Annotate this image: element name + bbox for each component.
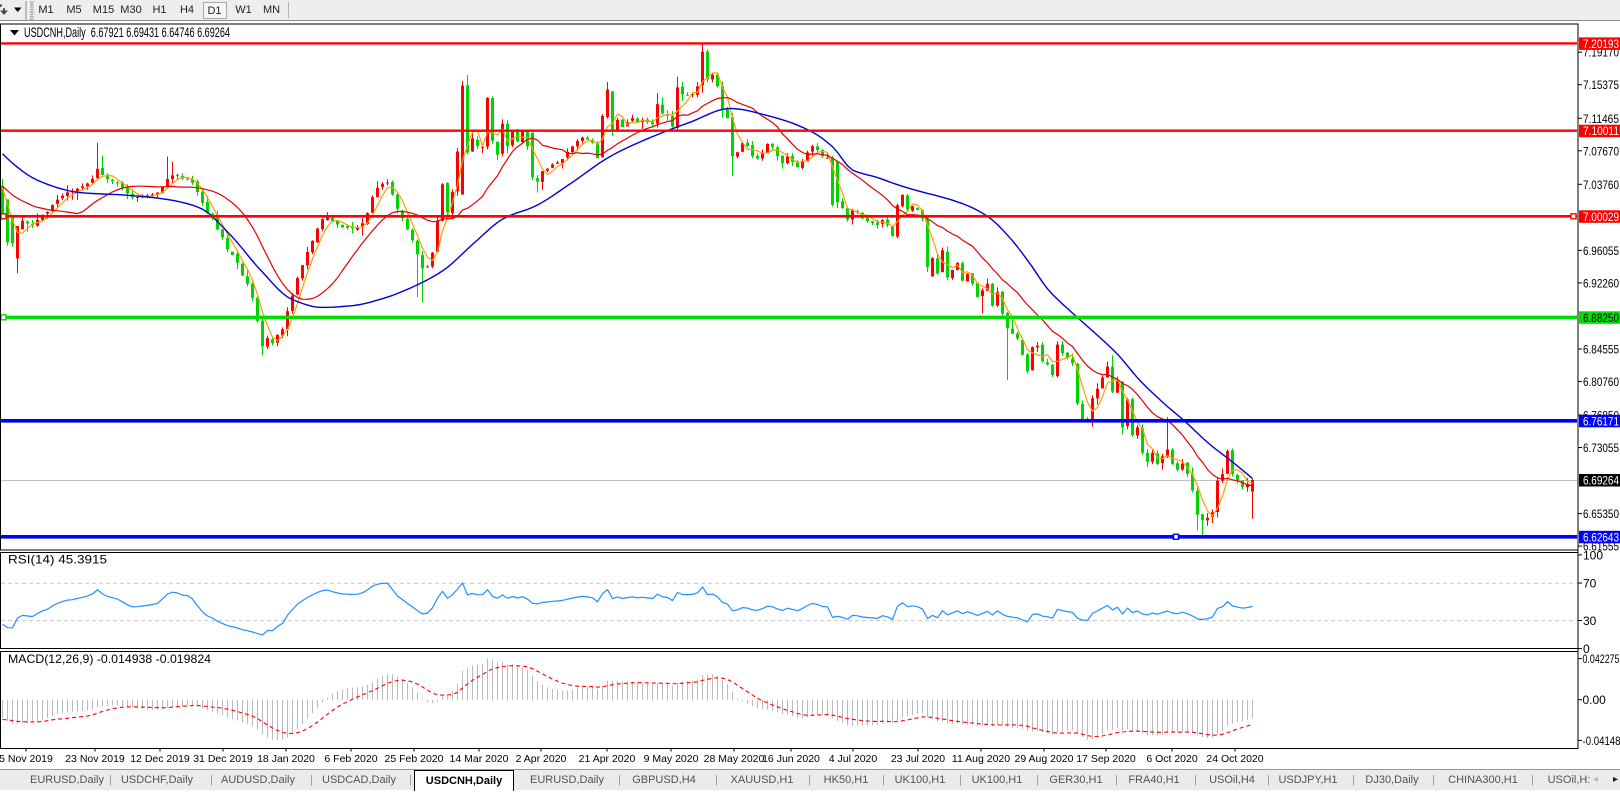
svg-text:0.042275: 0.042275	[1583, 652, 1620, 666]
svg-text:6.84555: 6.84555	[1583, 343, 1619, 357]
svg-text:7.10011: 7.10011	[1583, 124, 1619, 138]
svg-text:7.15375: 7.15375	[1583, 78, 1619, 92]
svg-text:6.96055: 6.96055	[1583, 244, 1619, 258]
svg-text:100: 100	[1583, 548, 1603, 562]
svg-text:RSI(14) 45.3915: RSI(14) 45.3915	[8, 553, 107, 567]
svg-text:7.00029: 7.00029	[1583, 210, 1619, 224]
svg-text:28 May 2020: 28 May 2020	[704, 753, 765, 765]
svg-text:0.00: 0.00	[1583, 693, 1607, 707]
svg-text:6.62643: 6.62643	[1583, 530, 1619, 544]
svg-text:6 Feb 2020: 6 Feb 2020	[324, 753, 377, 765]
svg-text:70: 70	[1583, 577, 1597, 591]
svg-text:30: 30	[1583, 614, 1597, 628]
svg-text:USDCNH,Daily 6.67921 6.69431: USDCNH,Daily 6.67921 6.69431 6.64746 6.6…	[24, 25, 230, 40]
svg-text:7.20193: 7.20193	[1583, 37, 1619, 51]
svg-text:11 Aug 2020: 11 Aug 2020	[952, 753, 1010, 765]
svg-text:7.03760: 7.03760	[1583, 178, 1619, 192]
svg-text:4 Jul 2020: 4 Jul 2020	[829, 753, 878, 765]
svg-text:6.88250: 6.88250	[1583, 311, 1619, 325]
svg-text:2 Apr 2020: 2 Apr 2020	[516, 753, 567, 765]
svg-text:18 Jan 2020: 18 Jan 2020	[257, 753, 315, 765]
svg-text:31 Dec 2019: 31 Dec 2019	[193, 753, 253, 765]
svg-text:6.80760: 6.80760	[1583, 375, 1619, 389]
svg-text:14 Mar 2020: 14 Mar 2020	[450, 753, 509, 765]
svg-text:16 Jun 2020: 16 Jun 2020	[762, 753, 820, 765]
svg-text:6.92260: 6.92260	[1583, 276, 1619, 290]
svg-text:6 Oct 2020: 6 Oct 2020	[1146, 753, 1198, 765]
svg-text:5 Nov 2019: 5 Nov 2019	[0, 753, 53, 765]
svg-text:21 Apr 2020: 21 Apr 2020	[579, 753, 636, 765]
svg-text:6.76171: 6.76171	[1583, 414, 1619, 428]
svg-text:6.73055: 6.73055	[1583, 441, 1619, 455]
svg-text:7.07670: 7.07670	[1583, 144, 1619, 158]
svg-text:-0.04148: -0.04148	[1583, 734, 1620, 748]
svg-text:17 Sep 2020: 17 Sep 2020	[1076, 753, 1136, 765]
svg-text:6.69264: 6.69264	[1583, 474, 1619, 488]
svg-text:6.65350: 6.65350	[1583, 507, 1619, 521]
svg-text:25 Feb 2020: 25 Feb 2020	[385, 753, 444, 765]
svg-text:29 Aug 2020: 29 Aug 2020	[1015, 753, 1074, 765]
svg-text:24 Oct 2020: 24 Oct 2020	[1206, 753, 1263, 765]
svg-text:23 Jul 2020: 23 Jul 2020	[891, 753, 945, 765]
svg-text:12 Dec 2019: 12 Dec 2019	[130, 753, 190, 765]
svg-text:9 May 2020: 9 May 2020	[644, 753, 699, 765]
svg-text:MACD(12,26,9) -0.014938 -0.019: MACD(12,26,9) -0.014938 -0.019824	[8, 652, 211, 666]
svg-text:23 Nov 2019: 23 Nov 2019	[65, 753, 125, 765]
